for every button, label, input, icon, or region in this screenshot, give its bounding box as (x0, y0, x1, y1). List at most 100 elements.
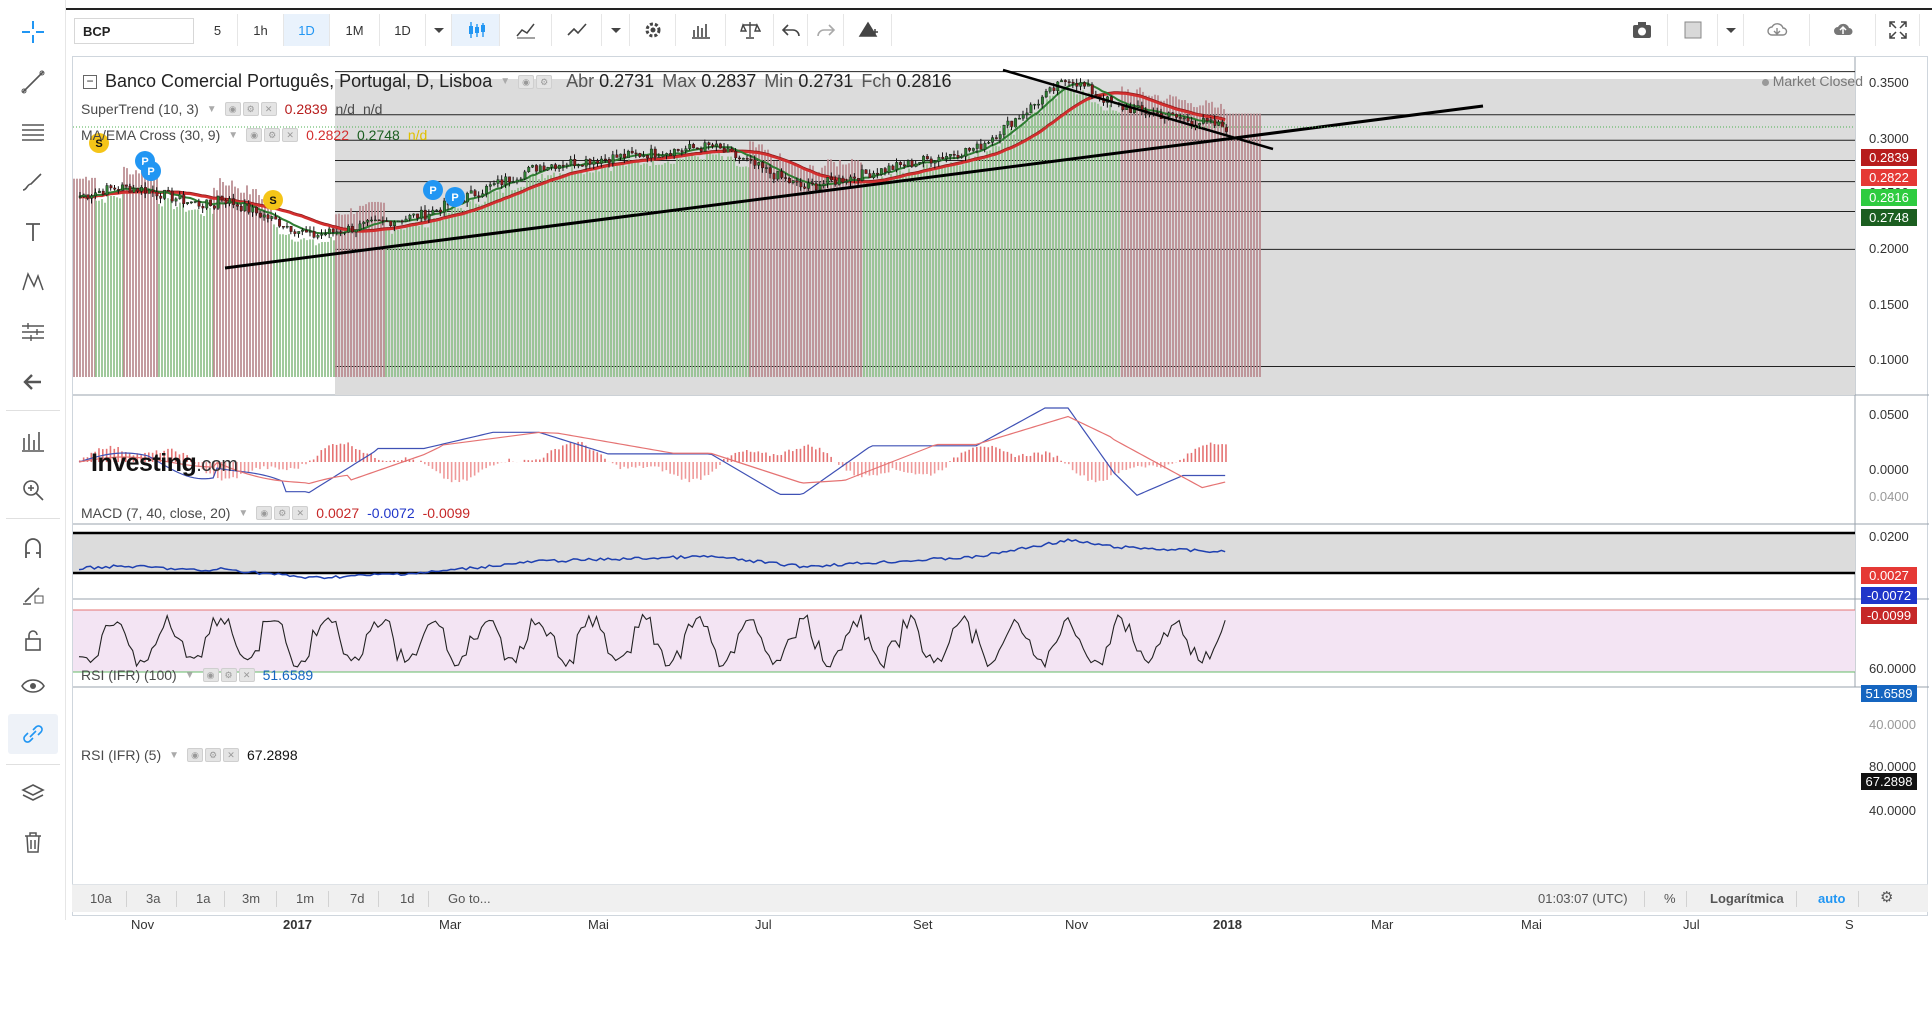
brush-tool-icon[interactable] (8, 162, 58, 202)
interval-dropdown-chevron-icon[interactable] (426, 14, 452, 46)
range-3y-button[interactable]: 3a (146, 891, 161, 906)
line-chart-type-icon[interactable] (552, 14, 602, 46)
interval-5-button[interactable]: 5 (198, 14, 238, 46)
symbol-input[interactable]: BCP (74, 18, 194, 44)
lock-drawing-icon[interactable] (8, 574, 58, 614)
candle-body (247, 203, 251, 213)
ma-cross-close-icon[interactable]: ✕ (282, 128, 299, 142)
template-square-icon[interactable] (1668, 14, 1718, 46)
collapse-legend-icon[interactable]: − (83, 74, 97, 89)
visibility-icon[interactable]: ◉ (518, 74, 535, 89)
cloud-download-icon[interactable] (1744, 14, 1810, 46)
rsi100-gear-icon[interactable]: ⚙ (220, 668, 237, 682)
horizontal-lines-tool-icon[interactable] (8, 112, 58, 152)
template-chevron-icon[interactable] (1718, 14, 1744, 46)
candle-body (699, 148, 703, 152)
fullscreen-icon[interactable] (1876, 14, 1920, 46)
rsi100-eye-icon[interactable]: ◉ (202, 668, 219, 682)
indicators-icon[interactable] (676, 14, 726, 46)
supertrend-eye-icon[interactable]: ◉ (224, 102, 241, 116)
macd-histogram-bar (1198, 447, 1200, 462)
ma-cross-menu-chevron-icon[interactable]: ▼ (228, 129, 239, 141)
auto-scale-button[interactable]: auto (1818, 891, 1846, 906)
ma-cross-gear-icon[interactable]: ⚙ (264, 128, 281, 142)
series-menu-chevron-icon[interactable]: ▼ (500, 76, 511, 87)
ma-cross-eye-icon[interactable]: ◉ (246, 128, 263, 142)
trend-line-tool-icon[interactable] (8, 62, 58, 102)
chart-settings-gear-icon[interactable]: ⚙ (1880, 889, 1894, 906)
supertrend-close-icon[interactable]: ✕ (260, 102, 277, 116)
crosshair-tool-icon[interactable] (8, 12, 58, 52)
goto-button[interactable]: Go to... (448, 891, 491, 906)
supertrend-zone-bar (377, 201, 379, 377)
macd-histogram-bar (688, 462, 691, 483)
macd-histogram-bar (857, 462, 859, 477)
trash-icon[interactable] (8, 822, 58, 862)
snapshot-camera-icon[interactable] (1616, 14, 1668, 46)
macd-histogram-bar (297, 462, 300, 469)
unlock-icon[interactable] (8, 620, 58, 660)
settings-icon[interactable]: ⚙ (536, 74, 553, 89)
text-tool-icon[interactable] (8, 212, 58, 252)
layers-icon[interactable] (8, 774, 58, 814)
area-chart-type-icon[interactable] (500, 14, 552, 46)
range-10y-button[interactable]: 10a (90, 891, 112, 906)
cloud-upload-icon[interactable] (1810, 14, 1876, 46)
rsi5-eye-icon[interactable]: ◉ (187, 748, 204, 762)
rsi5-close-icon[interactable]: ✕ (223, 748, 240, 762)
supertrend-zone-bar (499, 187, 501, 377)
candle-body (151, 189, 155, 192)
pattern-tool-icon[interactable] (8, 262, 58, 302)
range-1d-button[interactable]: 1d (400, 891, 415, 906)
range-7d-button[interactable]: 7d (350, 891, 365, 906)
pattern-chart-icon[interactable] (8, 420, 58, 460)
supertrend-gear-icon[interactable]: ⚙ (242, 102, 259, 116)
range-3m-button[interactable]: 3m (242, 891, 261, 906)
supertrend-zone-bar (968, 156, 970, 377)
macd-eye-icon[interactable]: ◉ (256, 506, 273, 520)
candle-body (626, 150, 630, 159)
range-1m-button[interactable]: 1m (296, 891, 315, 906)
compare-scale-icon[interactable] (726, 14, 774, 46)
macd-histogram-bar (1068, 462, 1070, 465)
redo-icon[interactable] (808, 14, 844, 46)
zoom-icon[interactable] (8, 470, 58, 510)
interval-1d-button[interactable]: 1D (284, 14, 330, 46)
candle-body (937, 156, 941, 162)
settings-gear-icon[interactable] (630, 14, 676, 46)
measure-tool-icon[interactable] (8, 312, 58, 352)
undo-icon[interactable] (774, 14, 808, 46)
supertrend-zone-bar (150, 172, 152, 377)
candlestick-chart-type-icon[interactable] (452, 14, 500, 46)
eye-icon[interactable] (8, 666, 58, 706)
alert-add-icon[interactable] (844, 14, 892, 46)
interval-1m-button[interactable]: 1M (330, 14, 380, 46)
chart-type-chevron-icon[interactable] (602, 14, 630, 46)
candle-body (672, 149, 676, 157)
link-icon[interactable] (8, 714, 58, 754)
rsi5-menu-chevron-icon[interactable]: ▼ (169, 749, 180, 761)
supertrend-zone-bar (1187, 103, 1189, 377)
rsi100-menu-chevron-icon[interactable]: ▼ (184, 669, 195, 681)
supertrend-menu-chevron-icon[interactable]: ▼ (206, 103, 217, 115)
macd-close-icon[interactable]: ✕ (292, 506, 309, 520)
macd-menu-chevron-icon[interactable]: ▼ (238, 507, 249, 519)
macd-histogram-bar (190, 458, 192, 462)
log-scale-button[interactable]: Logarítmica (1710, 891, 1784, 906)
candle-body (799, 181, 803, 188)
magnet-icon[interactable] (8, 528, 58, 568)
macd-gear-icon[interactable]: ⚙ (274, 506, 291, 520)
interval-1d-alt-button[interactable]: 1D (380, 14, 426, 46)
rsi100-close-icon[interactable]: ✕ (238, 668, 255, 682)
supertrend-zone-bar (167, 198, 169, 377)
interval-1h-button[interactable]: 1h (238, 14, 284, 46)
rsi5-gear-icon[interactable]: ⚙ (205, 748, 222, 762)
macd-histogram-bar (167, 448, 169, 462)
candle-body (477, 195, 481, 197)
back-arrow-icon[interactable] (8, 362, 58, 402)
candle-body (1182, 117, 1186, 120)
percent-scale-button[interactable]: % (1664, 891, 1676, 906)
range-1y-button[interactable]: 1a (196, 891, 211, 906)
